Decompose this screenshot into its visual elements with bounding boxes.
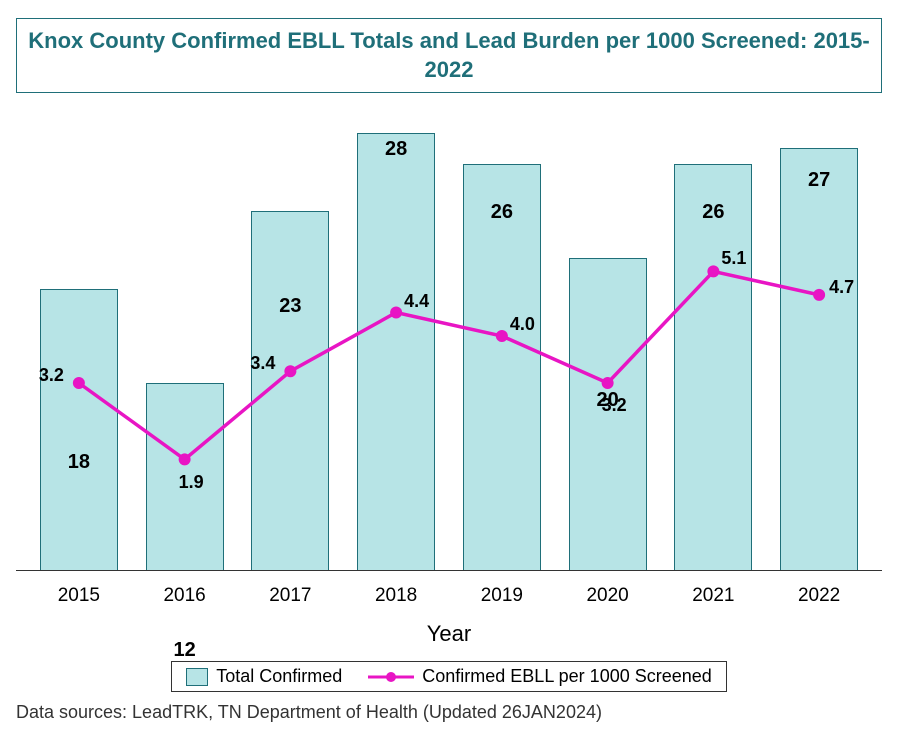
bar (674, 164, 752, 571)
chart-title: Knox County Confirmed EBLL Totals and Le… (16, 18, 882, 93)
bar-slot: 23 (246, 211, 334, 571)
bar-value-label: 27 (775, 169, 863, 192)
bar-value-label: 28 (352, 138, 440, 161)
x-tick-label: 2015 (35, 585, 123, 607)
bar-slot: 27 (775, 148, 863, 571)
legend-item-bar: Total Confirmed (186, 666, 342, 687)
bar (40, 289, 118, 571)
line-value-label: 5.1 (721, 248, 746, 269)
bar-group: 1812232826202627 (16, 101, 882, 571)
x-tick-label: 2017 (246, 585, 334, 607)
bar-value-label: 12 (141, 639, 229, 662)
data-source-note: Data sources: LeadTRK, TN Department of … (16, 702, 882, 723)
chart-container: Knox County Confirmed EBLL Totals and Le… (16, 18, 882, 723)
line-value-label: 3.2 (39, 365, 64, 386)
bar (357, 133, 435, 572)
bar-value-label: 26 (458, 201, 546, 224)
line-value-label: 3.4 (250, 353, 275, 374)
x-tick-label: 2022 (775, 585, 863, 607)
bar-slot: 18 (35, 289, 123, 571)
legend-bar-swatch (186, 668, 208, 686)
bar-slot: 26 (669, 164, 757, 571)
line-value-label: 4.0 (510, 314, 535, 335)
plot-area: 1812232826202627 3.21.93.44.44.03.25.14.… (16, 101, 882, 571)
line-value-label: 3.2 (602, 395, 627, 416)
bar-value-label: 18 (35, 451, 123, 474)
bar-value-label: 23 (246, 295, 334, 318)
legend-bar-label: Total Confirmed (216, 666, 342, 687)
bar-slot: 28 (352, 133, 440, 572)
bar (780, 148, 858, 571)
bar (251, 211, 329, 571)
line-value-label: 1.9 (179, 472, 204, 493)
x-tick-label: 2019 (458, 585, 546, 607)
line-value-label: 4.4 (404, 291, 429, 312)
bar-slot: 26 (458, 164, 546, 571)
line-value-label: 4.7 (829, 277, 854, 298)
x-tick-label: 2016 (141, 585, 229, 607)
legend-item-line: Confirmed EBLL per 1000 Screened (368, 666, 712, 687)
x-tick-label: 2018 (352, 585, 440, 607)
bar-value-label: 26 (669, 201, 757, 224)
x-axis-baseline (16, 570, 882, 571)
bar (463, 164, 541, 571)
x-tick-label: 2021 (669, 585, 757, 607)
legend: Total Confirmed Confirmed EBLL per 1000 … (171, 661, 727, 692)
x-tick-label: 2020 (564, 585, 652, 607)
legend-line-label: Confirmed EBLL per 1000 Screened (422, 666, 712, 687)
x-axis-ticks: 2015 2016 2017 2018 2019 2020 2021 2022 (16, 585, 882, 607)
legend-line-swatch (368, 668, 414, 686)
